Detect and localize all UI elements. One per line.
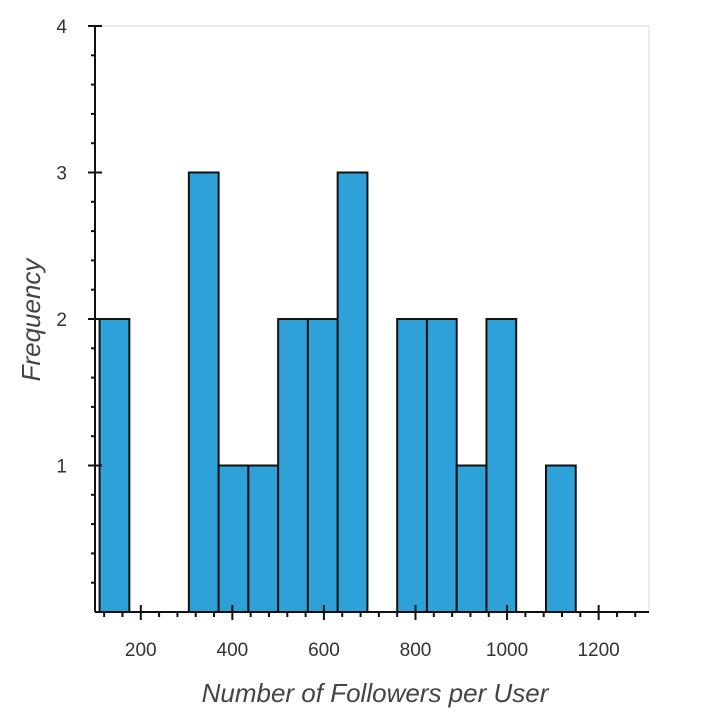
histogram-bar <box>396 318 428 613</box>
bars-layer <box>98 171 577 613</box>
x-tick-label: 1200 <box>577 640 619 661</box>
histogram-bar <box>336 171 369 613</box>
y-tick-label: 3 <box>56 164 67 185</box>
y-tick-label: 1 <box>56 457 67 478</box>
x-tick-label: 400 <box>217 640 249 661</box>
x-tick-label: 800 <box>400 640 432 661</box>
histogram-bar <box>187 171 220 613</box>
histogram-bar <box>425 318 458 613</box>
y-tick-label: 2 <box>56 310 67 331</box>
y-axis-label: Frequency <box>16 257 46 382</box>
histogram-bar <box>247 464 280 613</box>
histogram-bar <box>306 318 339 613</box>
histogram-bar <box>98 318 131 613</box>
histogram-bar <box>485 318 518 613</box>
x-axis-label: Number of Followers per User <box>202 678 550 708</box>
x-tick-label: 600 <box>308 640 340 661</box>
histogram-bar <box>455 464 488 613</box>
histogram-bar <box>544 464 577 613</box>
histogram-bar <box>277 318 309 613</box>
x-tick-label: 200 <box>125 640 157 661</box>
axes-layer: 1 2 3 4 200 400 600 800 1000 1200 <box>56 17 649 661</box>
x-tick-label: 1000 <box>486 640 528 661</box>
histogram-bar <box>217 464 250 613</box>
y-tick-label: 4 <box>56 17 67 38</box>
